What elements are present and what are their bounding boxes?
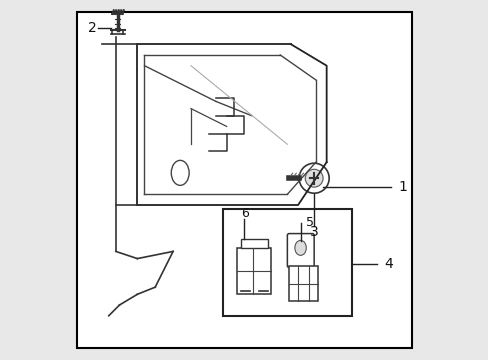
FancyBboxPatch shape [287, 234, 313, 267]
Text: 1: 1 [397, 180, 406, 194]
Circle shape [305, 169, 323, 187]
Circle shape [299, 163, 328, 193]
Ellipse shape [171, 160, 189, 185]
Bar [288, 266, 317, 301]
Text: 3: 3 [309, 225, 318, 239]
Bar [237, 248, 271, 294]
Bar [241, 239, 267, 248]
Text: 2: 2 [88, 21, 97, 35]
Text: 5: 5 [305, 216, 313, 229]
Text: 4: 4 [383, 257, 392, 271]
Text: 6: 6 [241, 207, 248, 220]
Ellipse shape [294, 240, 305, 255]
Bar [223, 208, 351, 316]
